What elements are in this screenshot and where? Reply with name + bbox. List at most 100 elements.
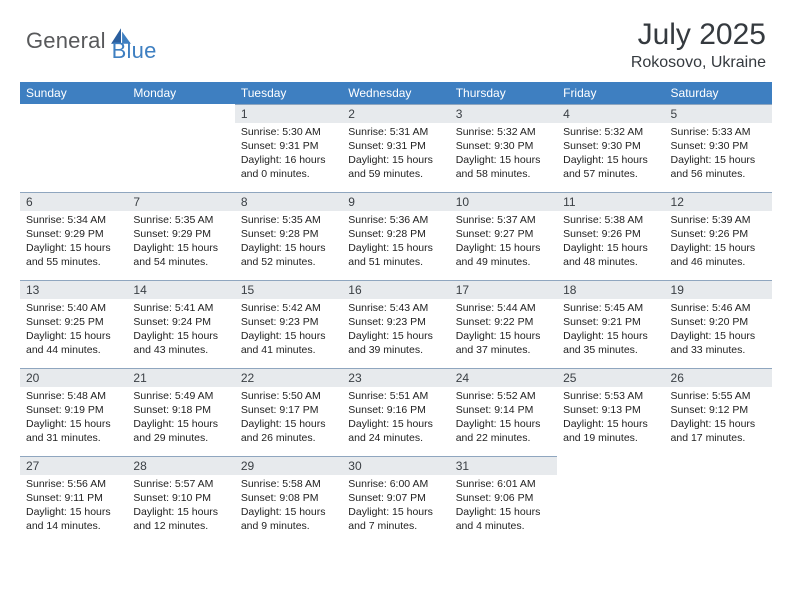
day-detail-line: Sunset: 9:12 PM (671, 404, 766, 418)
day-detail-line: and 54 minutes. (133, 256, 228, 270)
calendar-cell: 5Sunrise: 5:33 AMSunset: 9:30 PMDaylight… (665, 104, 772, 192)
day-detail-line: and 49 minutes. (456, 256, 551, 270)
location-label: Rokosovo, Ukraine (631, 54, 766, 72)
calendar-cell: 20Sunrise: 5:48 AMSunset: 9:19 PMDayligh… (20, 368, 127, 456)
day-detail-line: Sunrise: 5:56 AM (26, 478, 121, 492)
day-detail-line: Daylight: 15 hours (348, 506, 443, 520)
calendar-cell: 15Sunrise: 5:42 AMSunset: 9:23 PMDayligh… (235, 280, 342, 368)
day-detail-line: Sunset: 9:30 PM (456, 140, 551, 154)
day-detail-line: Sunrise: 5:40 AM (26, 302, 121, 316)
day-detail-line: Daylight: 15 hours (563, 154, 658, 168)
day-number: 19 (665, 280, 772, 299)
day-details: Sunrise: 6:00 AMSunset: 9:07 PMDaylight:… (342, 475, 449, 535)
day-detail-line: Daylight: 15 hours (26, 242, 121, 256)
day-detail-line: Sunrise: 5:48 AM (26, 390, 121, 404)
day-detail-line: Sunset: 9:25 PM (26, 316, 121, 330)
day-details: Sunrise: 5:35 AMSunset: 9:28 PMDaylight:… (235, 211, 342, 271)
day-detail-line: Sunrise: 5:44 AM (456, 302, 551, 316)
day-number: 9 (342, 192, 449, 211)
calendar-cell: 23Sunrise: 5:51 AMSunset: 9:16 PMDayligh… (342, 368, 449, 456)
day-detail-line: and 52 minutes. (241, 256, 336, 270)
day-detail-line: Daylight: 15 hours (456, 418, 551, 432)
weekday-thursday: Thursday (450, 82, 557, 104)
calendar-cell: 28Sunrise: 5:57 AMSunset: 9:10 PMDayligh… (127, 456, 234, 544)
day-detail-line: Sunrise: 5:35 AM (241, 214, 336, 228)
day-detail-line: and 41 minutes. (241, 344, 336, 358)
day-detail-line: Sunrise: 5:34 AM (26, 214, 121, 228)
day-detail-line: Sunrise: 5:43 AM (348, 302, 443, 316)
day-detail-line: Daylight: 15 hours (133, 242, 228, 256)
calendar-cell: 4Sunrise: 5:32 AMSunset: 9:30 PMDaylight… (557, 104, 664, 192)
day-detail-line: and 35 minutes. (563, 344, 658, 358)
day-details: Sunrise: 5:52 AMSunset: 9:14 PMDaylight:… (450, 387, 557, 447)
calendar-cell: 3Sunrise: 5:32 AMSunset: 9:30 PMDaylight… (450, 104, 557, 192)
day-detail-line: and 56 minutes. (671, 168, 766, 182)
calendar-cell: 31Sunrise: 6:01 AMSunset: 9:06 PMDayligh… (450, 456, 557, 544)
day-number: 18 (557, 280, 664, 299)
day-detail-line: Daylight: 15 hours (133, 418, 228, 432)
calendar-cell (20, 104, 127, 192)
day-detail-line: Sunset: 9:10 PM (133, 492, 228, 506)
calendar-cell: 22Sunrise: 5:50 AMSunset: 9:17 PMDayligh… (235, 368, 342, 456)
day-details: Sunrise: 6:01 AMSunset: 9:06 PMDaylight:… (450, 475, 557, 535)
day-number: 20 (20, 368, 127, 387)
day-detail-line: Sunset: 9:16 PM (348, 404, 443, 418)
day-number: 27 (20, 456, 127, 475)
day-detail-line: and 46 minutes. (671, 256, 766, 270)
day-detail-line: Sunrise: 5:35 AM (133, 214, 228, 228)
day-detail-line: Sunrise: 5:51 AM (348, 390, 443, 404)
day-details: Sunrise: 5:49 AMSunset: 9:18 PMDaylight:… (127, 387, 234, 447)
day-number: 1 (235, 104, 342, 123)
day-detail-line: Sunset: 9:27 PM (456, 228, 551, 242)
day-details: Sunrise: 5:32 AMSunset: 9:30 PMDaylight:… (450, 123, 557, 183)
page-title: July 2025 (631, 18, 766, 52)
day-details: Sunrise: 5:39 AMSunset: 9:26 PMDaylight:… (665, 211, 772, 271)
day-number: 15 (235, 280, 342, 299)
day-detail-line: Sunset: 9:24 PM (133, 316, 228, 330)
day-detail-line: Daylight: 15 hours (241, 418, 336, 432)
day-detail-line: Daylight: 15 hours (671, 242, 766, 256)
day-detail-line: Daylight: 15 hours (348, 418, 443, 432)
day-detail-line: and 58 minutes. (456, 168, 551, 182)
day-details: Sunrise: 5:31 AMSunset: 9:31 PMDaylight:… (342, 123, 449, 183)
day-detail-line: Sunrise: 5:33 AM (671, 126, 766, 140)
day-details: Sunrise: 5:46 AMSunset: 9:20 PMDaylight:… (665, 299, 772, 359)
day-detail-line: Sunrise: 5:31 AM (348, 126, 443, 140)
day-detail-line: Sunset: 9:06 PM (456, 492, 551, 506)
day-detail-line: Daylight: 15 hours (241, 330, 336, 344)
day-detail-line: and 9 minutes. (241, 520, 336, 534)
day-detail-line: Daylight: 15 hours (456, 506, 551, 520)
day-detail-line: Daylight: 15 hours (26, 330, 121, 344)
day-detail-line: and 51 minutes. (348, 256, 443, 270)
day-detail-line: and 4 minutes. (456, 520, 551, 534)
day-detail-line: and 29 minutes. (133, 432, 228, 446)
day-details: Sunrise: 5:41 AMSunset: 9:24 PMDaylight:… (127, 299, 234, 359)
day-number: 25 (557, 368, 664, 387)
day-detail-line: Sunrise: 6:01 AM (456, 478, 551, 492)
day-details: Sunrise: 5:37 AMSunset: 9:27 PMDaylight:… (450, 211, 557, 271)
day-detail-line: Sunrise: 5:32 AM (563, 126, 658, 140)
calendar-cell: 10Sunrise: 5:37 AMSunset: 9:27 PMDayligh… (450, 192, 557, 280)
day-detail-line: and 24 minutes. (348, 432, 443, 446)
day-details: Sunrise: 5:58 AMSunset: 9:08 PMDaylight:… (235, 475, 342, 535)
day-details: Sunrise: 5:50 AMSunset: 9:17 PMDaylight:… (235, 387, 342, 447)
day-detail-line: Sunrise: 5:49 AM (133, 390, 228, 404)
day-detail-line: Sunset: 9:26 PM (671, 228, 766, 242)
day-detail-line: Sunrise: 5:45 AM (563, 302, 658, 316)
day-details: Sunrise: 5:36 AMSunset: 9:28 PMDaylight:… (342, 211, 449, 271)
weekday-sunday: Sunday (20, 82, 127, 104)
calendar-cell: 2Sunrise: 5:31 AMSunset: 9:31 PMDaylight… (342, 104, 449, 192)
day-number: 31 (450, 456, 557, 475)
day-detail-line: Sunset: 9:11 PM (26, 492, 121, 506)
weekday-saturday: Saturday (665, 82, 772, 104)
day-detail-line: Sunrise: 6:00 AM (348, 478, 443, 492)
day-detail-line: Daylight: 15 hours (133, 506, 228, 520)
day-number: 12 (665, 192, 772, 211)
day-number: 11 (557, 192, 664, 211)
day-details: Sunrise: 5:43 AMSunset: 9:23 PMDaylight:… (342, 299, 449, 359)
day-number: 30 (342, 456, 449, 475)
calendar-cell: 30Sunrise: 6:00 AMSunset: 9:07 PMDayligh… (342, 456, 449, 544)
day-detail-line: Sunset: 9:07 PM (348, 492, 443, 506)
day-detail-line: Daylight: 15 hours (671, 418, 766, 432)
day-detail-line: Sunset: 9:23 PM (348, 316, 443, 330)
